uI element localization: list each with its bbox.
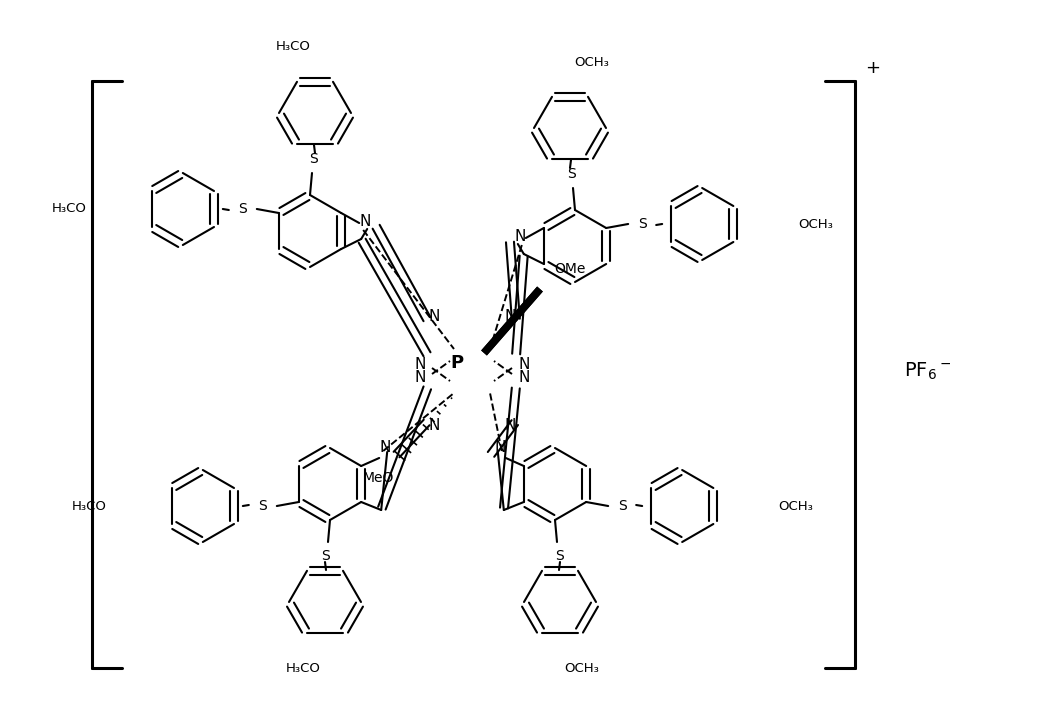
Text: H₃CO: H₃CO [52,203,86,216]
Text: S: S [309,152,319,166]
Text: H₃CO: H₃CO [72,499,107,513]
Text: S: S [322,549,330,563]
Text: OCH₃: OCH₃ [574,55,610,68]
Text: N: N [514,229,525,243]
Text: S: S [567,167,575,181]
Text: N: N [428,418,440,433]
Text: N: N [415,370,426,386]
Text: N: N [518,356,529,372]
Text: N: N [359,213,371,229]
Text: S: S [554,549,564,563]
Text: PF$_6$$^-$: PF$_6$$^-$ [904,360,951,382]
Text: +: + [866,59,880,77]
Text: S: S [239,202,247,216]
Text: N: N [428,309,440,324]
Text: N: N [504,418,516,433]
Text: S: S [618,499,626,513]
Text: N: N [504,309,516,324]
Text: OCH₃: OCH₃ [798,218,833,230]
Text: N: N [518,370,529,386]
Text: OMe: OMe [554,262,586,276]
Text: OCH₃: OCH₃ [778,499,813,513]
Text: H₃CO: H₃CO [286,661,321,674]
Text: N: N [494,441,505,455]
Text: H₃CO: H₃CO [275,41,311,54]
Text: S: S [638,217,646,231]
Text: S: S [258,499,267,513]
Text: P: P [450,354,464,372]
Text: N: N [415,356,426,372]
Text: N: N [379,441,391,455]
Text: OCH₃: OCH₃ [565,661,599,674]
Text: MeO: MeO [363,471,394,485]
